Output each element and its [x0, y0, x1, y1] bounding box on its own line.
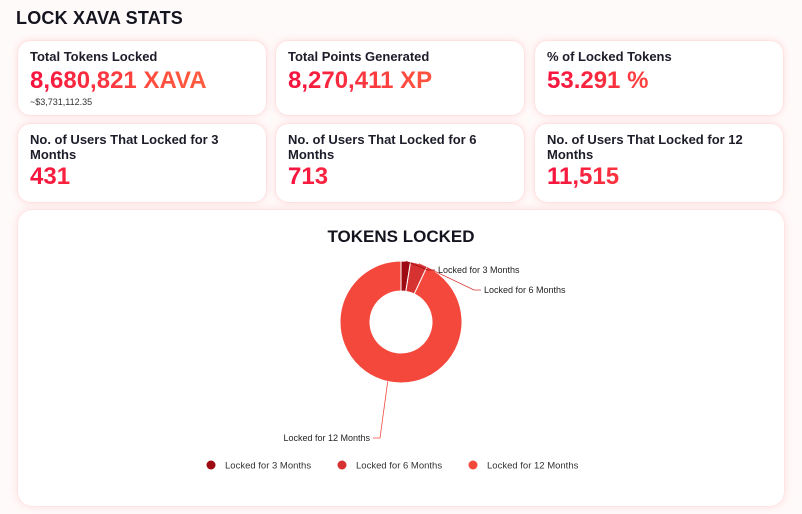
stat-value: 431: [30, 163, 254, 191]
stat-value: 8,270,411 XP: [288, 67, 512, 95]
chart-title: TOKENS LOCKED: [327, 227, 475, 246]
legend-swatch-locked-for-12-months[interactable]: [468, 460, 478, 470]
stat-value: 11,515: [547, 163, 771, 191]
callout-label-locked-for-6-months: Locked for 6 Months: [484, 285, 566, 295]
stat-label: No. of Users That Locked for 3 Months: [30, 132, 219, 162]
callout-line-locked-for-12-months: [373, 381, 389, 439]
donut-slice-locked-for-12-months[interactable]: [339, 260, 463, 384]
stat-label: No. of Users That Locked for 6 Months: [288, 132, 477, 162]
stat-sub-value: ~$3,731,112.35: [30, 97, 93, 107]
callout-label-locked-for-3-months: Locked for 3 Months: [438, 265, 520, 275]
stat-value: 713: [288, 163, 512, 191]
stat-card-users-12-months: No. of Users That Locked for 12 Months 1…: [535, 124, 783, 202]
stat-card-users-3-months: No. of Users That Locked for 3 Months 43…: [18, 124, 266, 202]
stat-value: 53.291 %: [547, 67, 771, 95]
legend-swatch-locked-for-3-months[interactable]: [206, 460, 216, 470]
legend-label-locked-for-3-months[interactable]: Locked for 3 Months: [225, 461, 311, 472]
tokens-locked-donut-chart: Locked for 3 Months Locked for 6 Months Lo…: [206, 260, 579, 472]
stat-label: Total Tokens Locked: [30, 49, 158, 64]
stat-label: Total Points Generated: [288, 49, 430, 64]
legend-label-locked-for-6-months[interactable]: Locked for 6 Months: [356, 461, 442, 472]
stat-card-locked-percentage: % of Locked Tokens 53.291 %: [535, 41, 783, 115]
stat-card-total-tokens-locked: Total Tokens Locked 8,680,821 XAVA ~$3,7…: [18, 41, 266, 115]
legend-label-locked-for-12-months[interactable]: Locked for 12 Months: [487, 461, 579, 472]
stat-card-total-points: Total Points Generated 8,270,411 XP: [276, 41, 524, 115]
page-title: LOCK XAVA STATS: [16, 8, 183, 28]
stat-card-users-6-months: No. of Users That Locked for 6 Months 71…: [276, 124, 524, 202]
callout-label-locked-for-12-months: Locked for 12 Months: [283, 433, 370, 443]
stat-label: No. of Users That Locked for 12 Months: [547, 132, 743, 162]
callout-line-locked-for-6-months: [418, 263, 481, 291]
legend-swatch-locked-for-6-months[interactable]: [337, 460, 347, 470]
stat-label: % of Locked Tokens: [547, 49, 672, 64]
tokens-locked-chart-card: TOKENS LOCKED Locked for 3 Months Locked …: [18, 210, 784, 506]
stat-value: 8,680,821 XAVA: [30, 67, 254, 95]
